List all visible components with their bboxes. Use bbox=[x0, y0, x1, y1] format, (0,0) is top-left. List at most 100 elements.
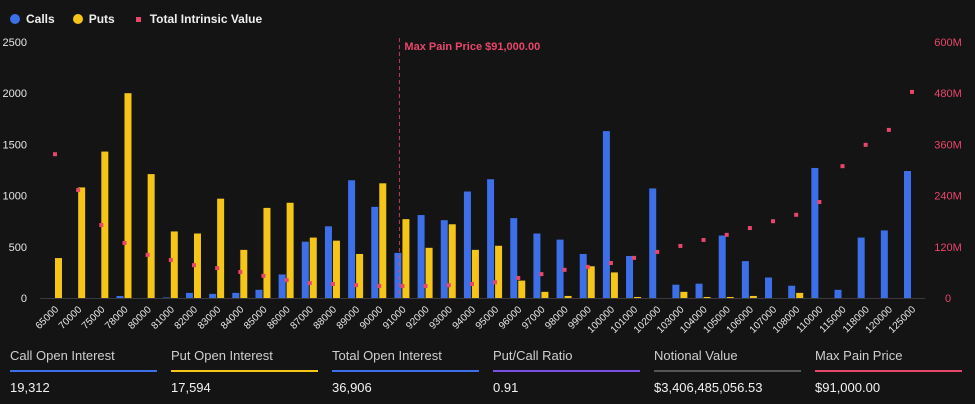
x-tick-label: 88000 bbox=[312, 304, 340, 332]
stat-label: Put Open Interest bbox=[171, 348, 273, 363]
put-bar bbox=[610, 272, 618, 298]
x-tick-label: 83000 bbox=[196, 304, 224, 332]
intrinsic-point bbox=[747, 226, 752, 231]
call-bar bbox=[626, 256, 634, 298]
call-bar bbox=[440, 220, 448, 298]
stat-underline bbox=[815, 370, 962, 372]
put-bar bbox=[726, 296, 734, 298]
call-bar bbox=[324, 226, 332, 298]
intrinsic-point bbox=[493, 280, 498, 285]
call-bar bbox=[371, 206, 379, 298]
call-bar bbox=[394, 252, 402, 298]
x-tick-label: 70000 bbox=[57, 304, 85, 332]
x-tick-label: 80000 bbox=[126, 304, 154, 332]
intrinsic-point bbox=[724, 232, 729, 237]
put-bar bbox=[448, 224, 456, 298]
stat-underline bbox=[654, 370, 801, 372]
legend-puts[interactable]: Puts bbox=[72, 12, 115, 26]
call-bar bbox=[185, 292, 193, 298]
put-bar bbox=[541, 291, 549, 298]
stat-label: Notional Value bbox=[654, 348, 738, 363]
call-bar bbox=[834, 289, 842, 298]
stat-total-oi: Total Open Interest 36,906 bbox=[332, 348, 479, 395]
intrinsic-square-icon bbox=[135, 16, 141, 22]
put-bar bbox=[518, 280, 526, 298]
intrinsic-point bbox=[53, 152, 57, 157]
call-bar bbox=[556, 239, 564, 298]
legend-intrinsic[interactable]: Total Intrinsic Value bbox=[133, 12, 262, 26]
x-tick-label: 96000 bbox=[497, 304, 525, 332]
x-tick-label: 75000 bbox=[80, 304, 108, 332]
call-bar bbox=[348, 180, 356, 298]
x-tick-label: 86000 bbox=[265, 304, 293, 332]
put-bar bbox=[564, 295, 572, 298]
intrinsic-point bbox=[330, 281, 335, 286]
put-bar bbox=[379, 183, 387, 298]
call-bar bbox=[162, 297, 170, 298]
stats-row: Call Open Interest 19,312 Put Open Intere… bbox=[10, 348, 962, 395]
call-bar bbox=[417, 215, 425, 298]
put-bar bbox=[356, 253, 364, 298]
stat-value: $3,406,485,056.53 bbox=[654, 380, 763, 395]
left-tick-label: 1000 bbox=[3, 191, 27, 203]
intrinsic-point bbox=[863, 142, 868, 147]
open-interest-chart: 0 500 1000 1500 2000 2500 0 120M 240M 360M 480M 600… bbox=[3, 37, 962, 336]
left-tick-label: 1500 bbox=[3, 139, 27, 151]
intrinsic-point bbox=[99, 223, 104, 228]
put-bar bbox=[170, 231, 178, 298]
right-tick-label: 120M bbox=[934, 242, 962, 254]
intrinsic-point bbox=[701, 237, 706, 242]
intrinsic-point bbox=[469, 281, 474, 286]
put-bar bbox=[703, 296, 711, 298]
call-bar bbox=[857, 237, 865, 298]
put-bar bbox=[495, 245, 503, 298]
call-bar bbox=[649, 188, 657, 298]
put-bar bbox=[796, 292, 804, 298]
intrinsic-point bbox=[817, 200, 822, 204]
call-bar bbox=[602, 131, 610, 298]
right-tick-label: 0 bbox=[945, 293, 951, 305]
right-tick-label: 240M bbox=[934, 191, 962, 203]
put-bar bbox=[193, 233, 201, 298]
call-bar bbox=[811, 167, 819, 298]
intrinsic-point bbox=[238, 269, 243, 274]
call-bar bbox=[765, 277, 773, 298]
put-bar bbox=[286, 202, 294, 298]
put-bar bbox=[101, 151, 109, 298]
put-bar bbox=[78, 187, 86, 298]
put-bar bbox=[263, 207, 271, 298]
legend-calls-label: Calls bbox=[26, 12, 55, 26]
put-bar bbox=[217, 198, 225, 298]
intrinsic-point bbox=[261, 273, 266, 278]
right-tick-label: 360M bbox=[934, 139, 962, 151]
call-bar bbox=[510, 218, 518, 298]
intrinsic-point bbox=[377, 284, 382, 289]
stat-underline bbox=[493, 370, 640, 372]
call-bar bbox=[880, 230, 888, 298]
x-tick-label: 89000 bbox=[335, 304, 363, 332]
call-bar bbox=[232, 292, 240, 298]
x-tick-label: 98000 bbox=[543, 304, 571, 332]
call-bar bbox=[718, 235, 726, 298]
x-tick-label: 97000 bbox=[520, 304, 548, 332]
legend-calls[interactable]: Calls bbox=[10, 12, 55, 26]
stat-call-oi: Call Open Interest 19,312 bbox=[10, 348, 157, 395]
intrinsic-point bbox=[678, 243, 683, 248]
call-bar bbox=[533, 233, 541, 298]
intrinsic-point bbox=[191, 263, 196, 268]
call-bar bbox=[904, 171, 911, 298]
call-bar bbox=[463, 191, 471, 298]
left-tick-label: 500 bbox=[9, 242, 27, 254]
put-bar bbox=[55, 258, 62, 298]
put-bar bbox=[749, 295, 757, 298]
call-bar bbox=[672, 284, 680, 298]
puts-dot-icon bbox=[72, 14, 83, 24]
intrinsic-point bbox=[145, 252, 150, 257]
intrinsic-point bbox=[585, 264, 590, 269]
x-tick-label: 82000 bbox=[173, 304, 201, 332]
stat-value: 17,594 bbox=[171, 380, 211, 395]
stat-underline bbox=[171, 370, 318, 372]
stat-value: $91,000.00 bbox=[815, 380, 881, 395]
max-pain-label: Max Pain Price $91,000.00 bbox=[404, 41, 540, 53]
left-tick-label: 2500 bbox=[3, 37, 27, 49]
